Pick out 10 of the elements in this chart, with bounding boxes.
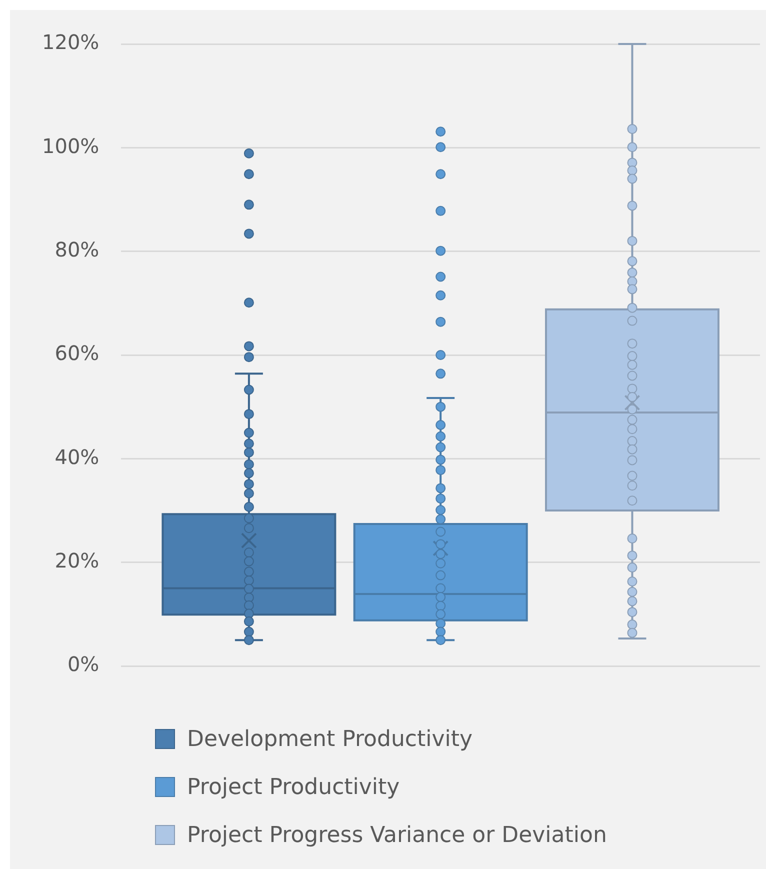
legend-label: Project Progress Variance or Deviation (187, 822, 607, 848)
y-tick-label: 0% (67, 652, 100, 676)
legend-label: Development Productivity (187, 726, 473, 752)
y-tick-label: 100% (42, 134, 100, 158)
y-tick-label: 40% (54, 444, 100, 469)
y-tick-label: 80% (54, 238, 100, 262)
y-tick-label: 20% (54, 548, 100, 573)
y-tick-label: 120% (42, 30, 100, 54)
legend-label: Project Productivity (187, 774, 400, 800)
y-tick-label: 60% (54, 341, 100, 366)
